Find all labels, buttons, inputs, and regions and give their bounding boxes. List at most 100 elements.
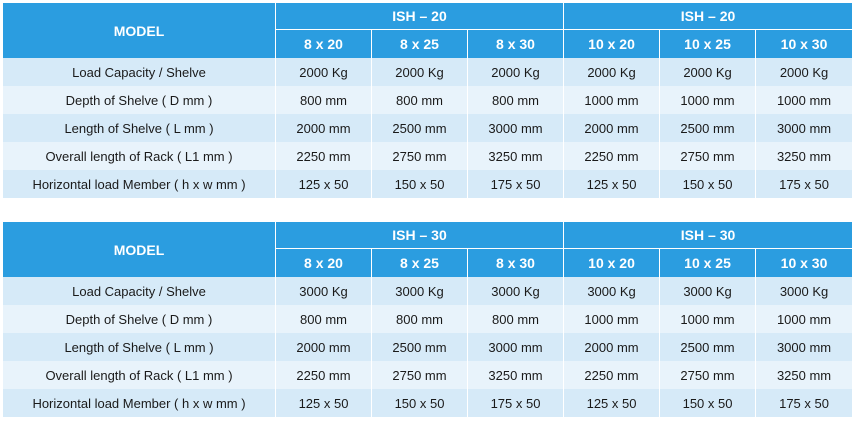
size-header: 8 x 25	[372, 30, 468, 58]
group-header: ISH – 20	[564, 3, 853, 30]
table-cell: 1000 mm	[564, 86, 661, 114]
table-cell: 3000 mm	[756, 333, 853, 361]
table-cell: 125 x 50	[276, 170, 372, 198]
table-cell: 800 mm	[372, 305, 468, 333]
table-cell: 3000 Kg	[660, 277, 757, 305]
table-cell: 3000 Kg	[564, 277, 661, 305]
table-cell: 800 mm	[276, 305, 372, 333]
size-header: 10 x 20	[564, 30, 661, 58]
group-header: ISH – 30	[276, 222, 565, 249]
table-cell: 1000 mm	[660, 86, 757, 114]
table-cell: 2750 mm	[372, 142, 468, 170]
table-cell: 3000 Kg	[276, 277, 372, 305]
table-cell: 2000 Kg	[756, 58, 853, 86]
table-row: Overall length of Rack ( L1 mm ) 2250 mm…	[3, 142, 853, 170]
table-cell: 3000 Kg	[372, 277, 468, 305]
table-cell: 2000 mm	[276, 114, 372, 142]
table-cell: 2500 mm	[372, 333, 468, 361]
table-cell: 3000 mm	[468, 114, 565, 142]
row-label: Overall length of Rack ( L1 mm )	[3, 361, 276, 389]
size-header: 10 x 30	[756, 249, 853, 277]
table-cell: 2000 mm	[276, 333, 372, 361]
row-label: Length of Shelve ( L mm )	[3, 333, 276, 361]
table-row: Load Capacity / Shelve 3000 Kg 3000 Kg 3…	[3, 277, 853, 305]
size-header: 8 x 30	[468, 30, 565, 58]
size-header: 10 x 25	[660, 30, 757, 58]
table-cell: 3000 Kg	[468, 277, 565, 305]
row-label: Overall length of Rack ( L1 mm )	[3, 142, 276, 170]
table-cell: 2250 mm	[276, 361, 372, 389]
spec-table-ish-30: MODEL ISH – 30 ISH – 30 8 x 20 8 x 25 8 …	[3, 222, 853, 417]
table-cell: 2000 Kg	[372, 58, 468, 86]
table-cell: 175 x 50	[756, 170, 853, 198]
table-cell: 125 x 50	[564, 389, 661, 417]
table-cell: 175 x 50	[468, 389, 565, 417]
table-cell: 2000 Kg	[564, 58, 661, 86]
table-cell: 125 x 50	[276, 389, 372, 417]
table-cell: 2000 mm	[564, 114, 661, 142]
table-row: Horizontal load Member ( h x w mm ) 125 …	[3, 389, 853, 417]
table-cell: 150 x 50	[660, 389, 757, 417]
table-row: Length of Shelve ( L mm ) 2000 mm 2500 m…	[3, 114, 853, 142]
size-header: 10 x 25	[660, 249, 757, 277]
row-label: Depth of Shelve ( D mm )	[3, 86, 276, 114]
row-label: Length of Shelve ( L mm )	[3, 114, 276, 142]
group-header: ISH – 20	[276, 3, 565, 30]
table-cell: 2750 mm	[372, 361, 468, 389]
table-row: Load Capacity / Shelve 2000 Kg 2000 Kg 2…	[3, 58, 853, 86]
model-header: MODEL	[3, 222, 276, 277]
table-cell: 3000 mm	[468, 333, 565, 361]
row-label: Horizontal load Member ( h x w mm )	[3, 170, 276, 198]
table-cell: 2250 mm	[564, 142, 661, 170]
table-row: Depth of Shelve ( D mm ) 800 mm 800 mm 8…	[3, 305, 853, 333]
table-cell: 2000 mm	[564, 333, 661, 361]
table-cell: 125 x 50	[564, 170, 661, 198]
row-label: Load Capacity / Shelve	[3, 58, 276, 86]
table-row: Depth of Shelve ( D mm ) 800 mm 800 mm 8…	[3, 86, 853, 114]
table-header-row: MODEL ISH – 30 ISH – 30	[3, 222, 853, 277]
table-cell: 800 mm	[468, 305, 565, 333]
row-label: Horizontal load Member ( h x w mm )	[3, 389, 276, 417]
table-cell: 800 mm	[468, 86, 565, 114]
table-cell: 2750 mm	[660, 361, 757, 389]
table-cell: 2000 Kg	[276, 58, 372, 86]
table-cell: 2500 mm	[660, 114, 757, 142]
table-cell: 1000 mm	[756, 305, 853, 333]
table-cell: 175 x 50	[756, 389, 853, 417]
table-cell: 2500 mm	[372, 114, 468, 142]
table-cell: 3000 mm	[756, 114, 853, 142]
model-header: MODEL	[3, 3, 276, 58]
table-cell: 150 x 50	[660, 170, 757, 198]
table-row: Horizontal load Member ( h x w mm ) 125 …	[3, 170, 853, 198]
row-label: Depth of Shelve ( D mm )	[3, 305, 276, 333]
table-cell: 1000 mm	[564, 305, 661, 333]
size-header-row: 8 x 20 8 x 25 8 x 30 10 x 20 10 x 25 10 …	[3, 249, 853, 277]
size-header: 10 x 20	[564, 249, 661, 277]
table-cell: 2000 Kg	[660, 58, 757, 86]
table-cell: 800 mm	[372, 86, 468, 114]
size-header: 8 x 20	[276, 249, 372, 277]
spec-table-ish-20: MODEL ISH – 20 ISH – 20 8 x 20 8 x 25 8 …	[3, 3, 853, 198]
table-row: Length of Shelve ( L mm ) 2000 mm 2500 m…	[3, 333, 853, 361]
table-row: Overall length of Rack ( L1 mm ) 2250 mm…	[3, 361, 853, 389]
table-cell: 2250 mm	[564, 361, 661, 389]
table-cell: 3000 Kg	[756, 277, 853, 305]
size-header-row: 8 x 20 8 x 25 8 x 30 10 x 20 10 x 25 10 …	[3, 30, 853, 58]
table-cell: 2000 Kg	[468, 58, 565, 86]
table-cell: 1000 mm	[756, 86, 853, 114]
table-cell: 3250 mm	[756, 142, 853, 170]
row-label: Load Capacity / Shelve	[3, 277, 276, 305]
size-header: 8 x 30	[468, 249, 565, 277]
table-cell: 2500 mm	[660, 333, 757, 361]
group-header: ISH – 30	[564, 222, 853, 249]
size-header: 8 x 20	[276, 30, 372, 58]
table-header-row: MODEL ISH – 20 ISH – 20	[3, 3, 853, 58]
table-cell: 150 x 50	[372, 170, 468, 198]
table-cell: 3250 mm	[468, 142, 565, 170]
size-header: 8 x 25	[372, 249, 468, 277]
table-cell: 3250 mm	[756, 361, 853, 389]
table-cell: 800 mm	[276, 86, 372, 114]
table-cell: 2750 mm	[660, 142, 757, 170]
table-cell: 150 x 50	[372, 389, 468, 417]
table-cell: 2250 mm	[276, 142, 372, 170]
